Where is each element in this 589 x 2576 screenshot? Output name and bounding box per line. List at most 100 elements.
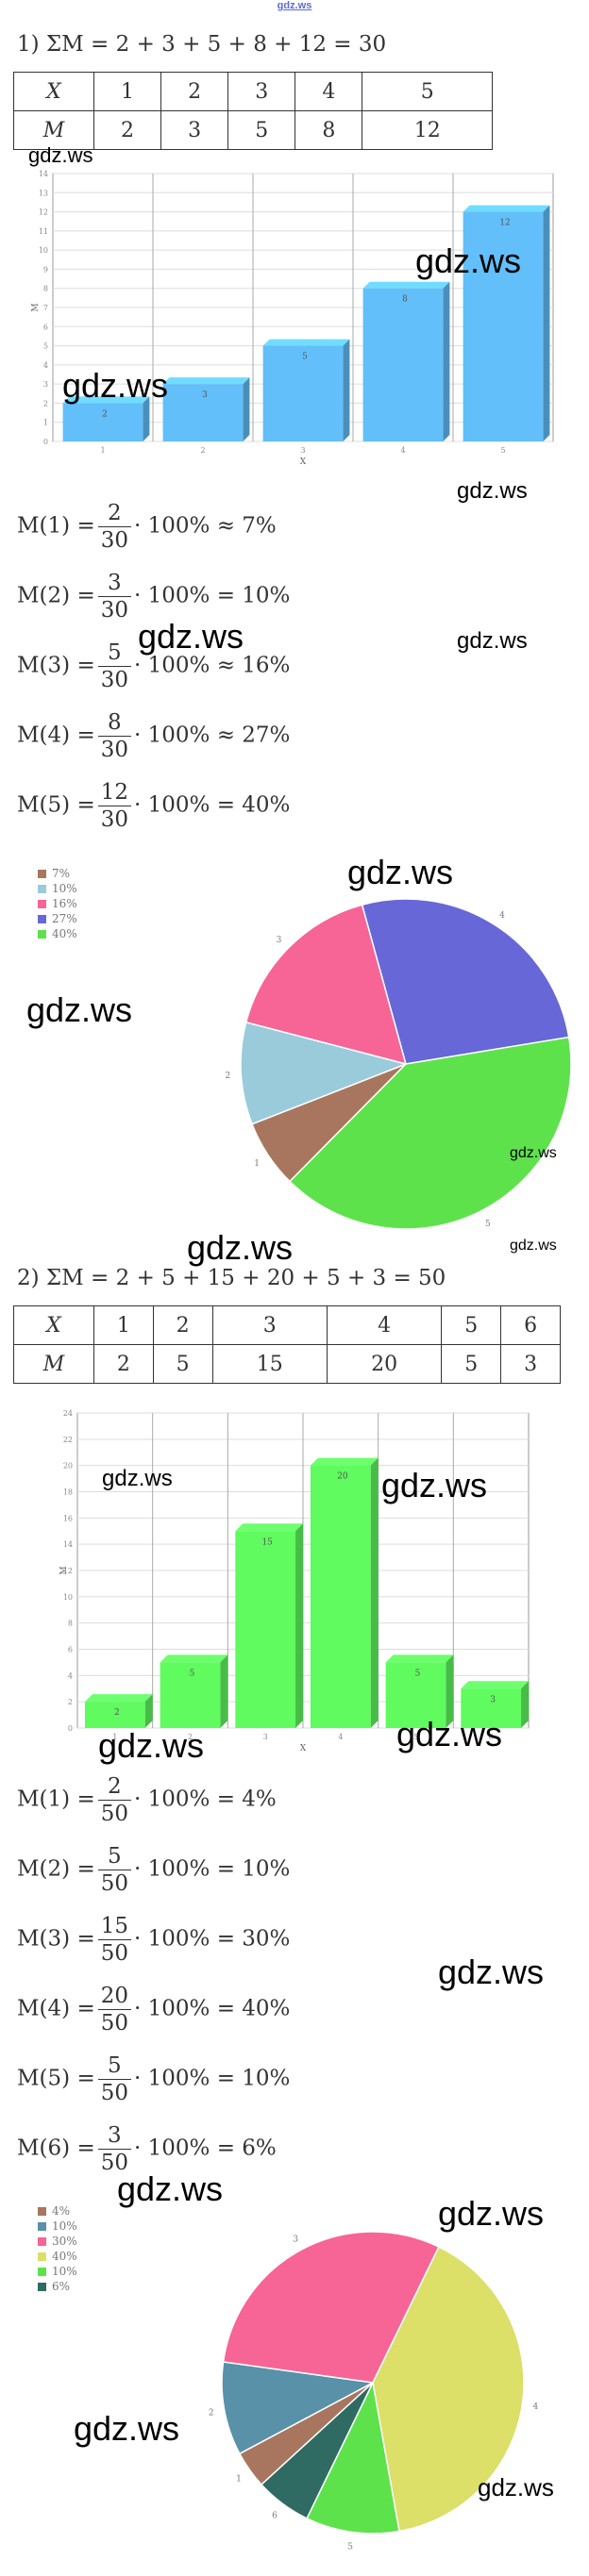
data-label: 20 — [337, 1472, 348, 1482]
slice-label: 4 — [499, 911, 505, 921]
y-tick-label: 0 — [68, 1724, 73, 1733]
bar-side — [295, 1523, 304, 1728]
table-cell: 5 — [152, 1344, 213, 1384]
slice-label: 3 — [277, 936, 282, 945]
legend-swatch — [38, 930, 46, 939]
watermark: gdz.ws — [26, 990, 133, 1029]
legend-swatch — [38, 870, 46, 878]
y-tick-label: 10 — [63, 1593, 73, 1602]
legend-swatch — [38, 2268, 46, 2276]
bar — [463, 211, 544, 441]
bar-top — [160, 1654, 228, 1663]
formula-lhs: M(2) = — [17, 1856, 95, 1882]
denominator: 50 — [100, 1941, 128, 1966]
bar — [310, 1465, 371, 1728]
x-tick-label: 1 — [100, 446, 105, 455]
numerator: 5 — [97, 640, 131, 667]
table-cell: 3 — [500, 1344, 561, 1384]
y-tick-label: 6 — [68, 1646, 73, 1654]
y-tick-label: 7 — [43, 304, 48, 312]
watermark: gdz.ws — [438, 1953, 545, 1991]
table-cell: 20 — [326, 1344, 443, 1384]
table-cell: 15 — [211, 1344, 328, 1384]
formula-rhs: · 100% = 40% — [134, 1996, 291, 2021]
slice-label: 1 — [236, 2475, 242, 2485]
site-link[interactable]: gdz.ws — [277, 0, 312, 11]
legend-label: 10% — [52, 2219, 77, 2233]
legend-swatch — [38, 885, 46, 893]
y-tick-label: 6 — [43, 323, 48, 331]
y-tick-label: 11 — [39, 227, 48, 236]
formula-lhs: M(4) = — [17, 1996, 95, 2021]
bar — [162, 384, 244, 441]
legend-entry: 10% — [38, 2264, 77, 2279]
denominator: 30 — [100, 668, 128, 692]
legend-label: 40% — [52, 927, 77, 940]
legend-label: 10% — [52, 2265, 77, 2278]
x-tick-label: 3 — [263, 1733, 268, 1741]
legend-swatch — [38, 2252, 46, 2261]
x-tick-label: 2 — [200, 446, 205, 455]
data-label: 3 — [490, 1695, 496, 1704]
watermark: gdz.ws — [381, 1466, 488, 1504]
legend-entry: 6% — [38, 2279, 77, 2294]
table-cell: 5 — [227, 110, 296, 150]
data-label: 2 — [114, 1708, 120, 1718]
watermark: gdz.ws — [62, 366, 169, 405]
bar-top — [235, 1523, 304, 1532]
watermark: gdz.ws — [457, 478, 528, 504]
pie-slice — [221, 2361, 376, 2455]
pie-legend-1: 7% 10% 16% 27% 40% — [38, 866, 77, 941]
data-label: 3 — [202, 391, 208, 400]
watermark: gdz.ws — [98, 1726, 205, 1765]
bar — [84, 1702, 145, 1728]
formula-lhs: M(2) = — [17, 583, 95, 608]
slice-label: 5 — [485, 1220, 491, 1229]
legend-swatch — [38, 915, 46, 923]
numerator: 15 — [97, 1913, 131, 1940]
pie-slice — [306, 2380, 400, 2534]
denominator: 50 — [100, 1802, 128, 1826]
y-tick-label: 2 — [68, 1698, 73, 1706]
fraction: 3 30 — [97, 570, 131, 623]
y-tick-label: 0 — [43, 438, 48, 446]
slice-label: 2 — [225, 1072, 230, 1081]
fraction: 8 30 — [97, 709, 131, 763]
y-tick-label: 10 — [39, 246, 48, 255]
data-label: 5 — [415, 1669, 421, 1678]
legend-swatch — [38, 2222, 46, 2231]
denominator: 50 — [100, 2151, 128, 2175]
formula-lhs: M(3) = — [17, 653, 95, 678]
legend-entry: 10% — [38, 2219, 77, 2234]
bar-side — [521, 1681, 530, 1728]
formula-lhs: M(4) = — [17, 723, 95, 748]
pie-slice — [222, 2231, 440, 2384]
bar-side — [144, 1694, 153, 1728]
numerator: 20 — [97, 1983, 131, 2010]
x-tick-label: 4 — [400, 446, 405, 455]
y-tick-label: 12 — [63, 1567, 73, 1575]
x-tick-label: 6 — [489, 1733, 494, 1741]
table-row-label: X — [13, 72, 94, 111]
table-row-label: X — [13, 1305, 94, 1345]
bar-side — [220, 1654, 228, 1728]
bar — [385, 1662, 446, 1728]
table-cell: 2 — [160, 72, 229, 111]
table-cell: 6 — [500, 1305, 561, 1345]
formula-rhs: · 100% ≈ 27% — [134, 723, 291, 748]
fraction: 15 50 — [97, 1913, 131, 1967]
bar-side — [543, 205, 550, 441]
data-table-2: X 1 2 3 4 5 6 M 2 5 15 20 5 3 — [13, 1305, 561, 1384]
legend-label: 6% — [52, 2280, 71, 2293]
formula-rhs: · 100% ≈ 16% — [134, 653, 291, 678]
bar-top — [385, 1654, 454, 1663]
legend-label: 40% — [52, 2250, 77, 2263]
legend-swatch — [38, 900, 46, 908]
numerator: 2 — [97, 1773, 131, 1801]
bar-top — [463, 205, 550, 212]
legend-entry: 16% — [38, 896, 77, 911]
y-tick-label: 5 — [43, 342, 48, 351]
fraction: 12 30 — [97, 779, 131, 833]
pie-chart-2: 1 2 3 4 5 6 — [209, 2231, 538, 2551]
